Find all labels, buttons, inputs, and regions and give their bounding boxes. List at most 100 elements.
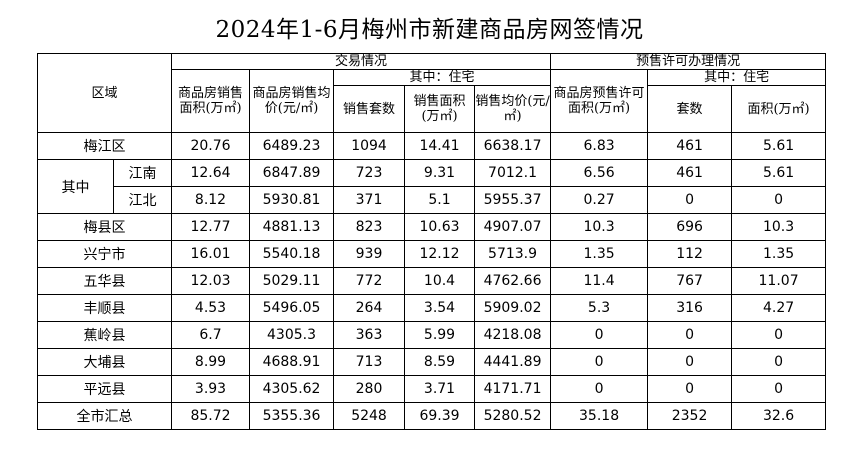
table-row: 平远县 3.93 4305.62 280 3.71 4171.71 0 0 0 [36,375,827,403]
presale-res-area-cell: 5.61 [731,132,827,160]
presale-res-area-cell: 10.3 [731,213,827,241]
region-cell: 丰顺县 [36,294,173,322]
presale-res-area-cell: 4.27 [731,294,827,322]
table-row: 大埔县 8.99 4688.91 713 8.59 4441.89 0 0 0 [36,348,827,376]
avg-price-cell: 5029.11 [249,267,335,295]
table-row: 江北 8.12 5930.81 371 5.1 5955.37 0.27 0 0 [38,186,827,214]
res-area-cell: 69.39 [404,402,476,430]
presale-area-cell: 35.18 [550,402,649,430]
res-units-cell: 264 [333,294,406,322]
res-area-cell: 5.1 [404,186,476,214]
res-area-cell: 5.99 [404,321,476,349]
res-price-cell: 4762.66 [474,267,552,295]
region-cell: 全市汇总 [36,402,173,430]
table-row: 五华县 12.03 5029.11 772 10.4 4762.66 11.4 … [36,267,827,295]
region-cell: 梅县区 [36,213,173,241]
avg-price-cell: 4688.91 [249,348,335,376]
sales-area-cell: 16.01 [171,240,251,268]
sales-area-cell: 8.99 [171,348,251,376]
sales-area-cell: 4.53 [171,294,251,322]
presale-res-area-cell: 0 [731,186,827,214]
presale-area-cell: 6.83 [550,132,649,160]
header-presale-units: 套数 [647,85,733,133]
presale-area-cell: 0 [550,375,649,403]
res-price-cell: 4907.07 [474,213,552,241]
presale-area-cell: 10.3 [550,213,649,241]
presale-area-cell: 1.35 [550,240,649,268]
avg-price-cell: 4881.13 [249,213,335,241]
header-presale-res-area: 面积(万㎡) [731,85,827,133]
res-price-cell: 5909.02 [474,294,552,322]
presale-res-area-cell: 0 [731,375,827,403]
res-price-cell: 5955.37 [474,186,552,214]
avg-price-cell: 6489.23 [249,132,335,160]
presale-res-area-cell: 1.35 [731,240,827,268]
res-price-cell: 6638.17 [474,132,552,160]
res-units-cell: 772 [333,267,406,295]
region-cell: 兴宁市 [36,240,173,268]
avg-price-cell: 6847.89 [249,159,335,187]
res-area-cell: 12.12 [404,240,476,268]
res-area-cell: 10.63 [404,213,476,241]
sales-area-cell: 6.7 [171,321,251,349]
res-units-cell: 939 [333,240,406,268]
presale-area-cell: 0 [550,321,649,349]
res-units-cell: 723 [333,159,406,187]
res-units-cell: 823 [333,213,406,241]
header-res-area: 销售面积(万㎡) [404,85,476,133]
avg-price-cell: 5930.81 [249,186,335,214]
presale-units-cell: 767 [647,267,733,295]
region-cell: 五华县 [36,267,173,295]
presale-units-cell: 112 [647,240,733,268]
sales-area-cell: 12.77 [171,213,251,241]
table-row-total: 全市汇总 85.72 5355.36 5248 69.39 5280.52 35… [36,402,827,430]
res-price-cell: 4171.71 [474,375,552,403]
res-units-cell: 371 [333,186,406,214]
presale-res-area-cell: 5.61 [731,159,827,187]
res-units-cell: 5248 [333,402,406,430]
header-residential-sub: 其中：住宅 [333,69,552,86]
sales-area-cell: 12.03 [171,267,251,295]
res-area-cell: 10.4 [404,267,476,295]
presale-units-cell: 0 [647,375,733,403]
res-units-cell: 280 [333,375,406,403]
sales-area-cell: 85.72 [171,402,251,430]
header-presale-area: 商品房预售许可面积(万㎡) [550,69,649,133]
res-price-cell: 4218.08 [474,321,552,349]
region-cell: 平远县 [36,375,173,403]
table-row: 梅江区 20.76 6489.23 1094 14.41 6638.17 6.8… [36,132,827,160]
page-title: 2024年1-6月梅州市新建商品房网签情况 [215,17,644,43]
header-presale: 预售许可办理情况 [550,53,827,70]
res-units-cell: 363 [333,321,406,349]
res-area-cell: 9.31 [404,159,476,187]
header-res-price: 销售均价(元/㎡) [474,85,552,133]
region-cell: 梅江区 [36,132,173,160]
table-row: 丰顺县 4.53 5496.05 264 3.54 5909.02 5.3 31… [36,294,827,322]
res-area-cell: 14.41 [404,132,476,160]
avg-price-cell: 5496.05 [249,294,335,322]
group-label-cell: 其中 [37,159,114,214]
table-row: 其中 江南 12.64 6847.89 723 9.31 7012.1 6.56… [37,159,827,214]
header-region: 区域 [36,53,173,133]
header-transaction: 交易情况 [171,53,552,70]
presale-units-cell: 0 [647,321,733,349]
avg-price-cell: 5540.18 [249,240,335,268]
presale-res-area-cell: 0 [731,348,827,376]
presale-units-cell: 2352 [647,402,733,430]
presale-units-cell: 461 [647,159,733,187]
presale-units-cell: 461 [647,132,733,160]
table-row: 蕉岭县 6.7 4305.3 363 5.99 4218.08 0 0 0 [36,321,827,349]
avg-price-cell: 5355.36 [249,402,335,430]
res-units-cell: 713 [333,348,406,376]
presale-area-cell: 0.27 [550,186,649,214]
table-row: 兴宁市 16.01 5540.18 939 12.12 5713.9 1.35 … [36,240,827,268]
sales-area-cell: 20.76 [171,132,251,160]
sales-table: 区域 交易情况 预售许可办理情况 商品房销售面积(万㎡) 商品房销售均价(元/㎡… [36,53,827,430]
res-area-cell: 3.54 [404,294,476,322]
avg-price-cell: 4305.62 [249,375,335,403]
res-units-cell: 1094 [333,132,406,160]
header-presale-residential-sub: 其中：住宅 [647,69,827,86]
res-area-cell: 8.59 [404,348,476,376]
res-price-cell: 4441.89 [474,348,552,376]
region-cell: 江南 [112,159,173,187]
